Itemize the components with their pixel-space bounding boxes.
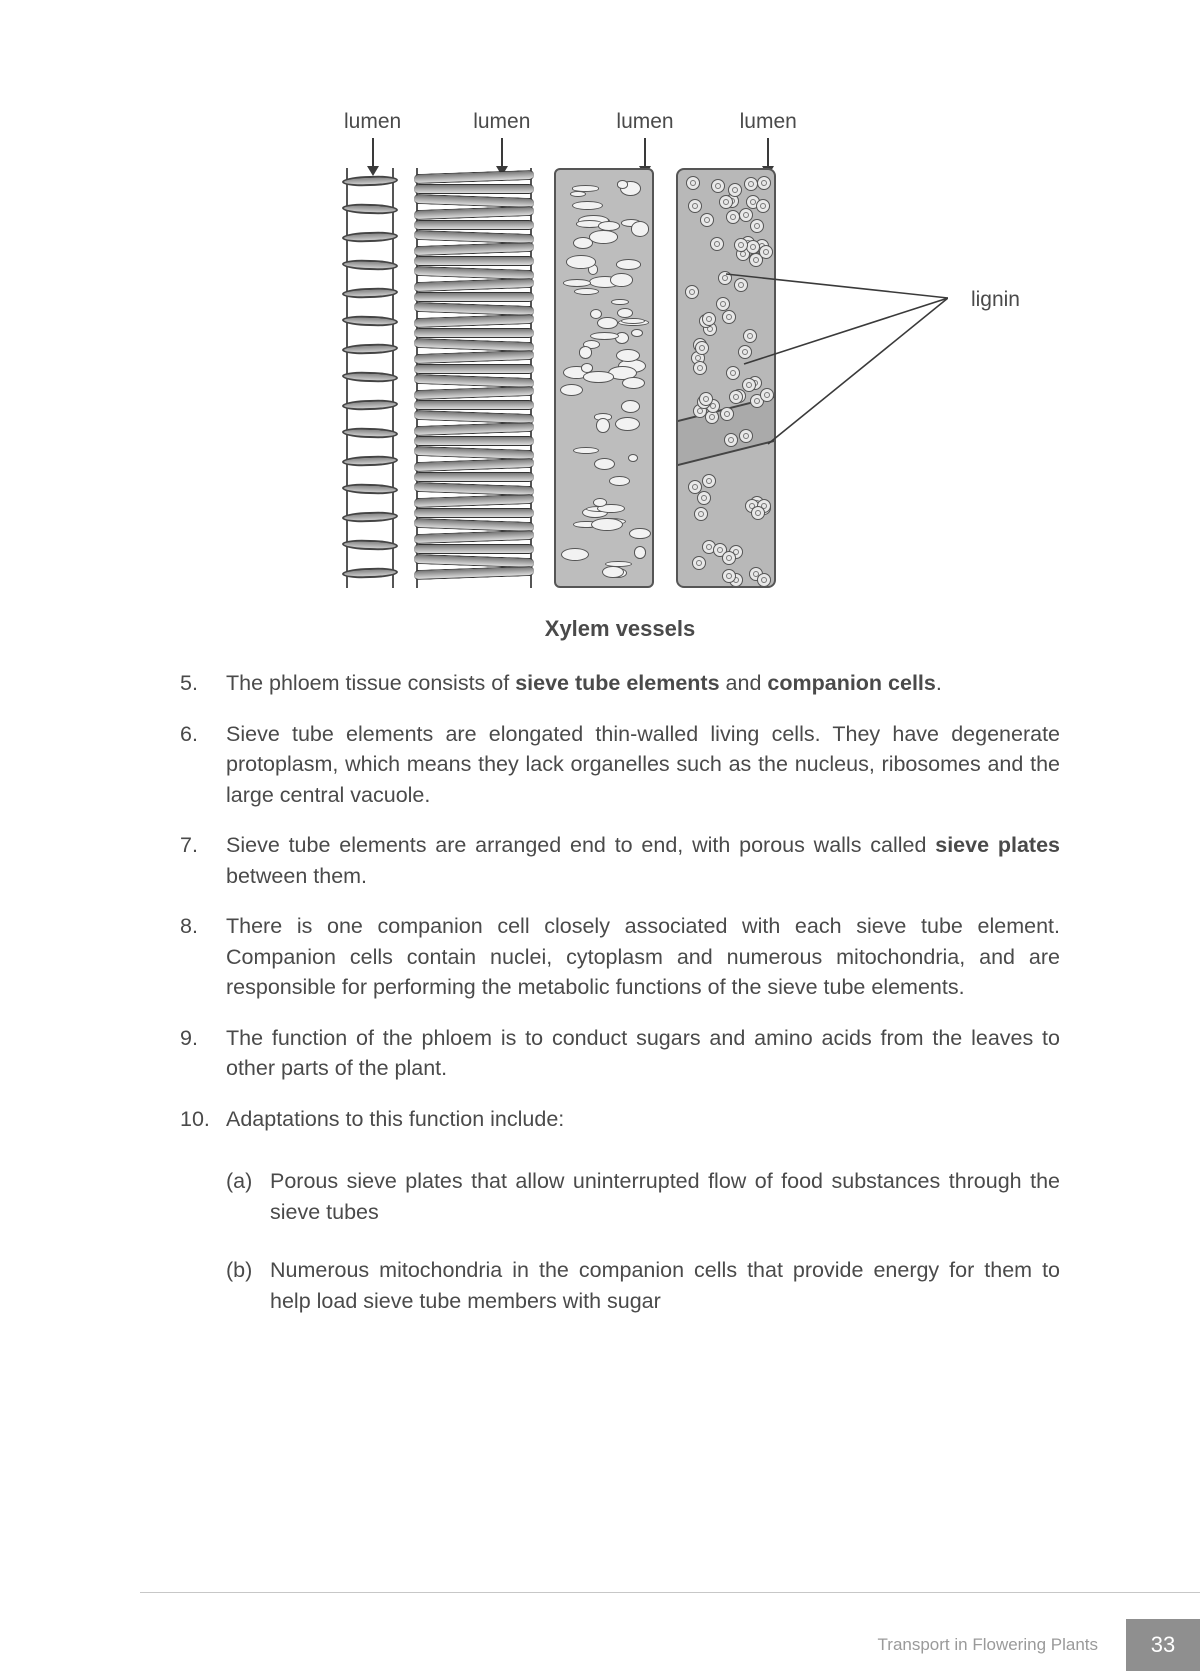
vessels-row: lignin [310,168,930,598]
sub-label: (a) [226,1166,270,1227]
lumen-text: lumen [740,110,797,134]
lumen-text: lumen [616,110,673,134]
list-number: 7. [180,830,226,891]
figure-caption: Xylem vessels [310,616,930,642]
list-number: 8. [180,911,226,1003]
list-number: 5. [180,668,226,699]
vessel-reticulate [554,168,654,588]
sub-label: (b) [226,1255,270,1316]
list-body: Sieve tube elements are arranged end to … [226,830,1060,891]
lumen-label-2: lumen [473,110,530,174]
lumen-label-4: lumen [740,110,797,174]
list-item: 5.The phloem tissue consists of sieve tu… [180,668,1060,699]
list-body: Adaptations to this function include: [226,1104,1060,1135]
xylem-figure: lumen lumen lumen lumen [310,110,930,642]
list-number: 9. [180,1023,226,1084]
lumen-label-3: lumen [616,110,673,174]
chapter-title: Transport in Flowering Plants [878,1619,1126,1671]
list-item: 10.Adaptations to this function include: [180,1104,1060,1135]
list-item: 7.Sieve tube elements are arranged end t… [180,830,1060,891]
list-number: 6. [180,719,226,811]
sub-list-item: (a)Porous sieve plates that allow uninte… [180,1154,1060,1227]
vessel-pitted [676,168,776,588]
sub-body: Porous sieve plates that allow uninterru… [270,1166,1060,1227]
list-body: The phloem tissue consists of sieve tube… [226,668,1060,699]
vessel-spiral [416,168,532,588]
list-body: Sieve tube elements are elongated thin-w… [226,719,1060,811]
list-item: 6.Sieve tube elements are elongated thin… [180,719,1060,811]
list-number: 10. [180,1104,226,1135]
vessel-annular [346,168,394,588]
page-footer: Transport in Flowering Plants 33 [140,1592,1200,1593]
lumen-text: lumen [473,110,530,134]
sub-list-item: (b)Numerous mitochondria in the companio… [180,1243,1060,1316]
lignin-label: lignin [971,288,1020,312]
lumen-text: lumen [344,110,401,134]
list-body: The function of the phloem is to conduct… [226,1023,1060,1084]
lumen-label-1: lumen [344,110,401,174]
list-body: There is one companion cell closely asso… [226,911,1060,1003]
lumen-labels-row: lumen lumen lumen lumen [310,110,930,174]
page-number: 33 [1126,1619,1200,1671]
list-item: 8.There is one companion cell closely as… [180,911,1060,1003]
sub-body: Numerous mitochondria in the companion c… [270,1255,1060,1316]
list-item: 9.The function of the phloem is to condu… [180,1023,1060,1084]
numbered-list: 5.The phloem tissue consists of sieve tu… [180,668,1060,1316]
page-content: lumen lumen lumen lumen [0,0,1200,1316]
